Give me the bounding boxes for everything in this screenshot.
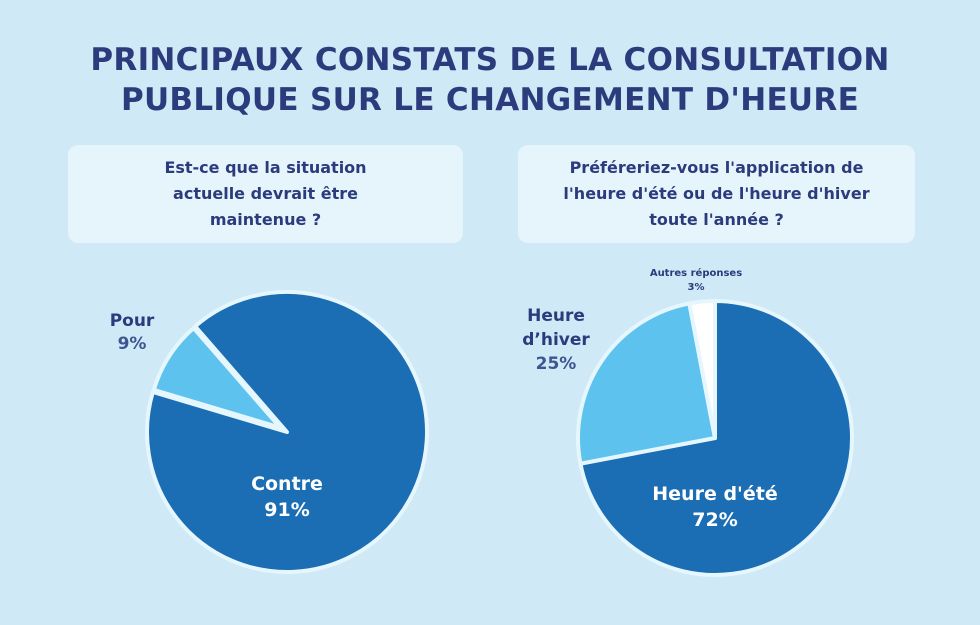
label-contre: Contre [251,473,323,495]
value-heure-hiver: 25% [536,354,577,374]
pie-slice-heure-hiver [576,301,717,466]
label-autres: Autres réponses [650,267,742,279]
value-pour: 9% [118,334,147,354]
title-line-1: PRINCIPAUX CONSTATS DE LA CONSULTATION [90,42,890,78]
page-title: PRINCIPAUX CONSTATS DE LA CONSULTATION P… [0,40,980,120]
value-heure-ete: 72% [692,509,737,531]
pie-slice-contre [145,290,429,574]
label-heure-ete: Heure d'été [652,483,777,505]
question-1-box: Est-ce que la situation actuelle devrait… [68,145,463,243]
label-heure-hiver-line2: d’hiver [522,330,590,350]
pie-slice-pour [151,326,283,430]
value-contre: 91% [264,499,309,521]
label-pour: Pour [110,311,155,331]
label-heure-hiver-line1: Heure [527,306,585,326]
value-autres: 3% [688,282,705,293]
title-line-2: PUBLIQUE SUR LE CHANGEMENT D'HEURE [120,82,860,118]
question-2-box: Préféreriez-vous l'application de l'heur… [518,145,915,243]
question-2-text: Préféreriez-vous l'application de l'heur… [563,158,870,229]
pie-slice-autres [687,299,717,440]
question-1-text: Est-ce que la situation actuelle devrait… [164,158,367,229]
